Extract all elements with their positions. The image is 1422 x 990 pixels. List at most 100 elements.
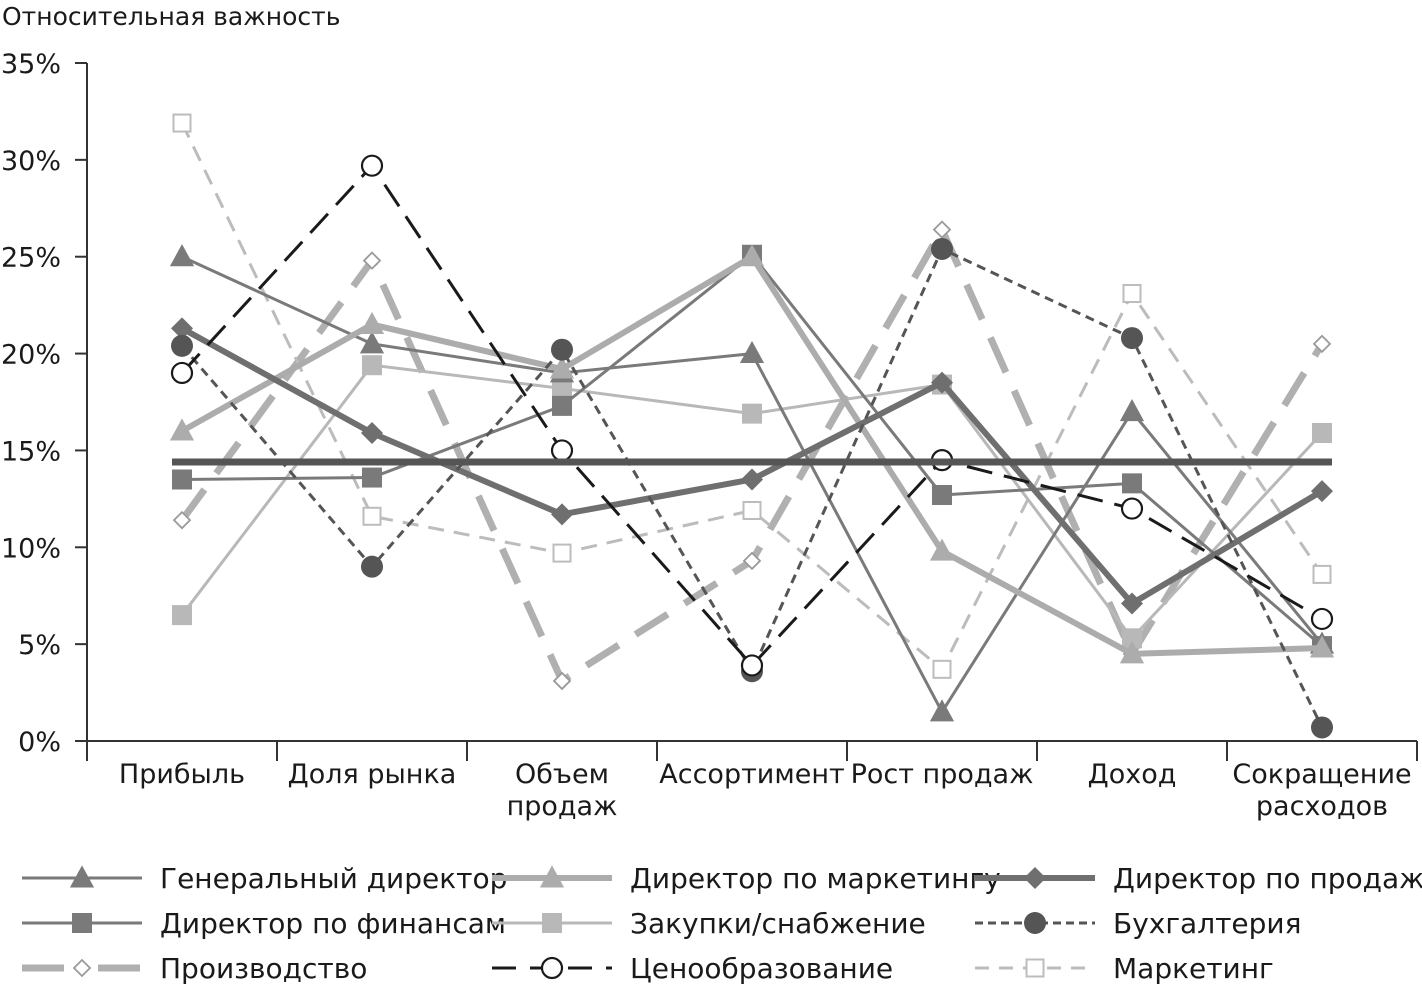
data-point [1122,473,1142,494]
data-point [362,506,382,526]
y-tick-label: 5% [18,630,61,661]
data-point [742,500,762,520]
series-4 [172,244,1332,657]
legend-marker [69,865,95,888]
data-point [171,334,193,357]
data-point [362,251,382,270]
series-8 [170,154,1334,677]
data-point [929,699,955,722]
data-point [1311,480,1333,503]
legend-marker [72,958,92,978]
data-point [551,338,573,361]
data-point [1122,284,1142,304]
data-point [931,371,953,394]
series-7 [172,220,1332,691]
data-point [361,421,383,444]
legend-item: Генеральный директор [22,862,507,895]
y-tick-label: 15% [1,436,61,467]
x-tick-label: Доля рынка [288,759,457,790]
legend-item: Директор по продажам [975,862,1422,895]
data-point [1311,716,1333,739]
data-point [739,340,765,364]
data-point [739,244,765,267]
data-point [550,439,574,462]
legend-label: Директор по маркетингу [630,862,1001,895]
legend-marker [1025,958,1045,978]
y-tick-label: 30% [1,146,61,177]
data-point [552,543,572,563]
series-line [179,226,1325,685]
data-point [1310,607,1334,631]
x-tick-label: Рост продаж [851,759,1034,790]
data-point [929,538,955,561]
legend-item: Директор по финансам [22,907,506,940]
legend-marker [1024,912,1046,934]
legend-label: Директор по финансам [160,907,506,940]
data-point [932,659,952,679]
data-point [169,244,195,267]
data-point [360,154,384,177]
legend-label: Производство [160,952,367,985]
data-point [742,551,762,571]
legend-label: Генеральный директор [160,862,507,895]
data-point [552,395,572,416]
data-point [1312,334,1332,354]
data-point [1122,628,1142,649]
legend-item: Ценообразование [492,952,893,985]
y-tick-label: 10% [1,533,61,564]
y-tick-label: 0% [18,727,61,758]
legend-label: Директор по продажам [1113,862,1422,895]
data-point [551,503,573,526]
data-point [169,418,195,441]
data-point [359,331,385,354]
legend-item: Производство [22,952,367,985]
legend-label: Бухгалтерия [1113,907,1301,940]
series-9 [172,113,1332,679]
data-point [172,469,192,490]
x-tick-label: Объем продаж [507,759,618,822]
data-point [932,220,952,239]
x-tick-label: Доход [1088,759,1177,790]
x-tick-label: Сокращение расходов [1232,759,1411,822]
data-point [1121,327,1143,350]
data-point [172,113,192,133]
data-point [1119,399,1145,422]
legend-marker [539,865,565,888]
data-point [171,317,193,340]
series-line [181,253,1323,648]
legend-item: Бухгалтерия [975,907,1301,940]
legend-marker [72,913,92,933]
legend-item: Директор по маркетингу [492,862,1001,895]
data-point [1119,641,1145,664]
axes: 0% 5% 10% 15% 20% 25% 30% 35% Прибыль Доля рынка О… [1,49,1418,822]
y-tick-label: 20% [1,340,61,371]
data-point [1120,497,1144,520]
legend-marker [542,913,562,933]
series-3 [171,317,1333,615]
x-tick-label: Ассортимент [659,759,844,790]
data-point [741,468,763,491]
data-point [361,555,383,578]
series-2 [169,244,1335,664]
legend-label: Маркетинг [1113,952,1274,985]
data-point [549,356,575,379]
legend-label: Ценообразование [630,952,893,985]
series-line [180,122,1324,671]
y-tick-label: 35% [1,49,61,80]
data-point [552,671,572,691]
data-point [742,403,762,424]
legend-item: Маркетинг [975,952,1274,985]
data-point [1312,422,1332,443]
data-point [552,378,572,399]
data-point [359,311,385,335]
legend-marker [1024,867,1046,889]
legend-label: Закупки/снабжение [630,907,926,940]
legend-item: Закупки/снабжение [492,907,926,940]
x-tick-label: Прибыль [119,759,245,790]
series-group [169,113,1335,739]
data-point [172,605,192,626]
y-axis-title: Относительная важность [2,2,340,31]
data-point [362,467,382,488]
data-point [1309,635,1335,658]
